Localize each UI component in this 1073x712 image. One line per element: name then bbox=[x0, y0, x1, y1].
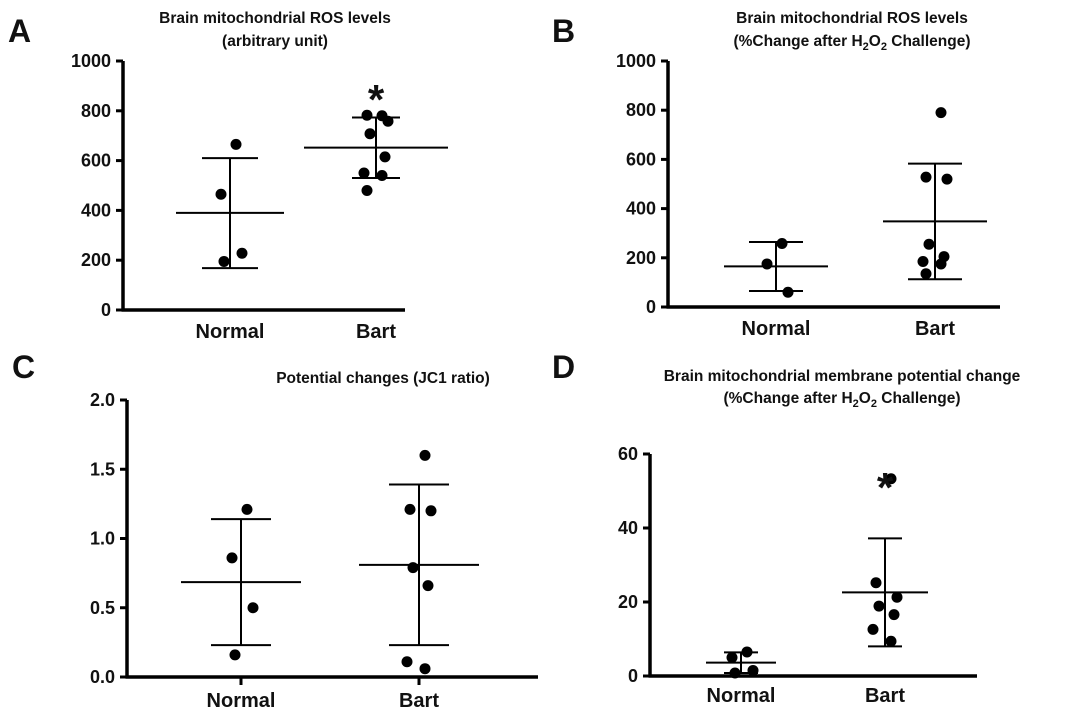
series-bart bbox=[304, 109, 448, 196]
data-point bbox=[404, 503, 416, 515]
data-point bbox=[401, 656, 413, 668]
data-point bbox=[941, 173, 953, 185]
panel-a: A Brain mitochondrial ROS levels (arbitrar… bbox=[8, 10, 448, 343]
data-point bbox=[888, 609, 900, 621]
y-tick-label: 200 bbox=[81, 250, 111, 270]
y-tick-label: 800 bbox=[626, 100, 656, 120]
y-tick-label: 1.5 bbox=[90, 459, 115, 479]
chart-title-line: Potential changes (JC1 ratio) bbox=[276, 370, 490, 387]
chart-title-line: Brain mitochondrial ROS levels bbox=[159, 10, 391, 27]
data-point bbox=[870, 577, 882, 589]
data-point bbox=[382, 115, 394, 127]
x-category-label: Normal bbox=[742, 318, 811, 340]
y-tick-label: 400 bbox=[626, 199, 656, 219]
data-point bbox=[891, 591, 903, 603]
chart-title-line: Brain mitochondrial ROS levels bbox=[736, 10, 968, 27]
data-point bbox=[230, 138, 242, 150]
y-tick-label: 600 bbox=[81, 151, 111, 171]
data-point bbox=[236, 247, 248, 259]
y-tick-label: 40 bbox=[618, 518, 638, 538]
chart-title-line: (%Change after H2O2 Challenge) bbox=[723, 390, 960, 410]
data-point bbox=[873, 600, 885, 612]
chart-title-line: (arbitrary unit) bbox=[222, 33, 328, 50]
panel-b: B Brain mitochondrial ROS levels (%Change … bbox=[552, 10, 1000, 340]
data-point bbox=[215, 188, 227, 200]
panel-letter: B bbox=[552, 13, 575, 49]
y-tick-label: 0 bbox=[101, 300, 111, 320]
y-tick-label: 1000 bbox=[71, 51, 111, 71]
y-tick-label: 400 bbox=[81, 200, 111, 220]
y-tick-label: 1.0 bbox=[90, 529, 115, 549]
y-tick-label: 800 bbox=[81, 101, 111, 121]
data-point bbox=[425, 505, 437, 517]
data-point bbox=[867, 623, 879, 635]
y-tick-label: 600 bbox=[626, 149, 656, 169]
data-point bbox=[361, 184, 373, 196]
data-point bbox=[726, 652, 738, 663]
data-point bbox=[920, 268, 932, 280]
x-category-label: Normal bbox=[207, 690, 276, 712]
series-normal bbox=[706, 646, 776, 679]
panel-letter: A bbox=[8, 13, 31, 49]
chart-title-line: Brain mitochondrial membrane potential c… bbox=[664, 368, 1021, 385]
data-point bbox=[935, 258, 947, 270]
data-point bbox=[407, 562, 419, 574]
data-point bbox=[226, 552, 238, 564]
panel-letter: C bbox=[12, 349, 35, 385]
data-point bbox=[376, 170, 388, 182]
data-point bbox=[729, 667, 741, 679]
data-point bbox=[917, 255, 929, 267]
data-point bbox=[923, 238, 935, 250]
y-tick-label: 0.5 bbox=[90, 598, 115, 618]
panel-letter: D bbox=[552, 349, 575, 385]
data-point bbox=[247, 602, 259, 614]
data-point bbox=[218, 255, 230, 267]
data-point bbox=[782, 286, 794, 298]
significance-asterisk: * bbox=[368, 76, 385, 123]
x-category-label: Normal bbox=[707, 685, 776, 707]
series-bart bbox=[883, 107, 987, 281]
panel-c: C Potential changes (JC1 ratio) 0.0 0.5 1.0 1… bbox=[12, 349, 538, 712]
series-bart bbox=[842, 473, 928, 648]
data-point bbox=[935, 107, 947, 119]
data-point bbox=[364, 128, 376, 140]
y-tick-label: 0 bbox=[646, 297, 656, 317]
data-point bbox=[761, 258, 773, 270]
y-tick-label: 2.0 bbox=[90, 390, 115, 410]
series-normal bbox=[176, 138, 284, 270]
y-tick-label: 200 bbox=[626, 248, 656, 268]
x-category-label: Bart bbox=[865, 685, 905, 707]
y-tick-label: 0 bbox=[628, 666, 638, 686]
panel-d: D Brain mitochondrial membrane potential … bbox=[552, 349, 1021, 707]
data-point bbox=[422, 580, 434, 592]
data-point bbox=[741, 646, 753, 658]
data-point bbox=[776, 238, 788, 250]
data-point bbox=[229, 649, 241, 661]
data-point bbox=[920, 171, 932, 183]
y-tick-label: 20 bbox=[618, 592, 638, 612]
x-category-label: Bart bbox=[356, 321, 396, 343]
significance-asterisk: * bbox=[877, 464, 894, 511]
series-normal bbox=[724, 238, 828, 298]
data-point bbox=[885, 473, 897, 485]
series-bart bbox=[359, 449, 479, 675]
data-point bbox=[419, 449, 431, 461]
data-point bbox=[379, 151, 391, 163]
y-tick-label: 0.0 bbox=[90, 667, 115, 687]
data-point bbox=[747, 664, 759, 676]
data-point bbox=[358, 167, 370, 179]
data-point bbox=[361, 109, 373, 121]
chart-title-line: (%Change after H2O2 Challenge) bbox=[733, 33, 970, 53]
y-tick-label: 1000 bbox=[616, 51, 656, 71]
y-tick-label: 60 bbox=[618, 444, 638, 464]
x-category-label: Normal bbox=[196, 321, 265, 343]
x-category-label: Bart bbox=[915, 318, 955, 340]
series-normal bbox=[181, 503, 301, 661]
data-point bbox=[419, 663, 431, 675]
data-point bbox=[885, 635, 897, 647]
data-point bbox=[241, 503, 253, 515]
x-category-label: Bart bbox=[399, 690, 439, 712]
